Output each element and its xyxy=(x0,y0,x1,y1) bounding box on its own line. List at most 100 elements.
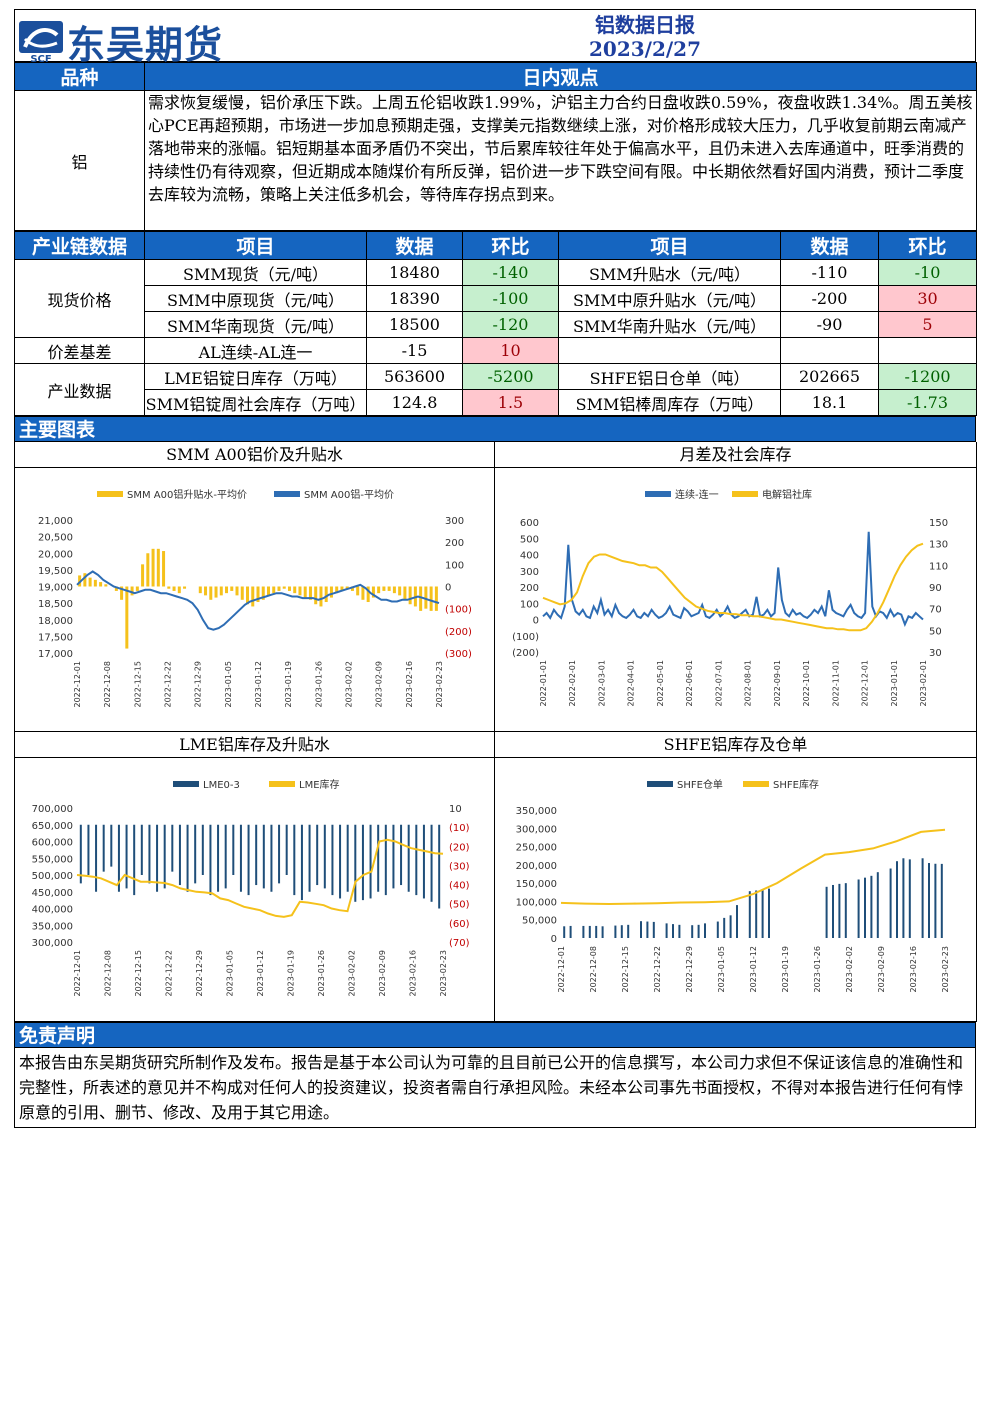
bar xyxy=(262,824,265,889)
y-tick-label: 350,000 xyxy=(516,806,557,817)
y-tick-label: 50,000 xyxy=(522,916,557,927)
bar xyxy=(135,586,139,591)
chain-change: -10 xyxy=(878,259,977,286)
bar xyxy=(377,586,381,594)
chain-change: 10 xyxy=(462,337,559,364)
chart-title: SMM A00铝价及升贴水 xyxy=(15,442,494,468)
legend-label: 连续-连一 xyxy=(675,488,719,501)
bar xyxy=(232,824,235,875)
bar xyxy=(148,824,151,884)
y2-tick-label: 150 xyxy=(929,518,948,529)
chain-header-5: 数据 xyxy=(780,231,879,260)
chain-header-2: 数据 xyxy=(366,231,463,260)
bar xyxy=(331,824,334,896)
x-tick-label: 2022-12-15 xyxy=(133,661,142,708)
x-tick-label: 2023-01-05 xyxy=(224,661,233,708)
bar xyxy=(277,586,281,591)
x-tick-label: 2023-01-26 xyxy=(317,950,326,997)
variety-header: 品种 xyxy=(14,62,145,91)
chain-change: -140 xyxy=(462,259,559,286)
x-tick-label: 2023-01-19 xyxy=(781,946,790,993)
bar xyxy=(408,586,412,605)
x-tick-label: 2022-03-01 xyxy=(597,660,606,707)
bar xyxy=(640,921,642,938)
report-page: SCF 东吴期货 铝数据日报 2023/2/27 品种 日内观点 铝 需求恢复缓… xyxy=(14,9,977,1128)
bar xyxy=(314,586,318,605)
y2-tick-label: 50 xyxy=(929,626,942,637)
bar xyxy=(361,586,365,600)
bar xyxy=(83,573,87,587)
chain-row: SMM华南现货（元/吨） 18500 -120 SMM华南升贴水（元/吨） -90 5 xyxy=(15,311,977,338)
legend-label: SHFE仓单 xyxy=(677,778,723,791)
chain-value xyxy=(780,337,879,364)
x-tick-label: 2023-02-23 xyxy=(941,946,950,993)
y2-tick-label: (20) xyxy=(449,842,470,853)
chain-change: -120 xyxy=(462,311,559,338)
bar xyxy=(163,824,166,889)
bar xyxy=(308,586,312,600)
y-tick-label: 300,000 xyxy=(32,938,73,949)
chart-spread-stock: 月差及社会库存 连续-连一 电解铝社库 600 500 400 300 200 100 0 (10… xyxy=(495,442,977,732)
bar xyxy=(224,824,227,889)
bar xyxy=(308,824,311,892)
chart-smm-a00-svg: SMM A00铝升贴水-平均价 SMM A00铝-平均价 21,000 20,500 2… xyxy=(38,488,472,708)
y-tick-label: 19,500 xyxy=(38,566,73,577)
x-tick-label: 2022-11-01 xyxy=(831,660,840,707)
chart-shfe-svg: SHFE仓单 SHFE库存 350,000 300,000 250,000 200,000… xyxy=(516,778,950,993)
bar xyxy=(921,858,924,938)
bar xyxy=(114,586,118,591)
x-tick-label: 2022-12-01 xyxy=(73,950,82,997)
y-tick-label: 17,000 xyxy=(38,649,73,660)
bar xyxy=(424,586,428,609)
bar xyxy=(646,921,649,938)
bar xyxy=(665,923,668,938)
y-tick-label: 17,500 xyxy=(38,632,73,643)
y2-tick-label: (100) xyxy=(445,605,472,616)
chain-item: SMM华南现货（元/吨） xyxy=(144,311,367,338)
series-line xyxy=(542,531,924,628)
bar xyxy=(857,879,860,938)
y-tick-label: 600 xyxy=(520,518,539,529)
x-tick-label: 2022-01-01 xyxy=(539,660,548,707)
x-tick-label: 2023-01-26 xyxy=(813,946,822,993)
bar xyxy=(303,586,307,598)
bar xyxy=(79,824,82,884)
y-tick-label: 550,000 xyxy=(32,854,73,865)
chain-value: 18390 xyxy=(366,285,463,312)
series-line xyxy=(76,838,444,918)
bar xyxy=(270,824,273,892)
bar xyxy=(130,586,134,596)
chain-header-4: 项目 xyxy=(558,231,781,260)
bar xyxy=(261,586,265,600)
chain-item: SMM中原升贴水（元/吨） xyxy=(558,285,781,312)
bar xyxy=(940,863,943,938)
chart-lme-svg: LME0-3 LME库存 700,000 650,000 600,000 550,000 5… xyxy=(32,778,470,997)
legend-swatch xyxy=(173,781,199,787)
bar xyxy=(117,824,120,892)
x-tick-label: 2022-05-01 xyxy=(656,660,665,707)
y-tick-label: 19,000 xyxy=(38,583,73,594)
bar xyxy=(87,824,90,875)
chain-value: 18500 xyxy=(366,311,463,338)
bar xyxy=(219,586,223,596)
bar xyxy=(838,883,841,938)
x-tick-label: 2022-08-01 xyxy=(744,660,753,707)
legend-swatch xyxy=(743,781,769,787)
bar xyxy=(387,586,391,591)
y-tick-label: 600,000 xyxy=(32,838,73,849)
bar xyxy=(434,586,438,611)
chain-row: 产业数据 LME铝锭日库存（万吨） 563600 -5200 SHFE铝日仓单（吨） 20… xyxy=(14,363,977,416)
bar xyxy=(140,824,143,875)
bar xyxy=(151,548,155,587)
bar xyxy=(177,586,181,594)
x-tick-label: 2022-12-29 xyxy=(195,950,204,997)
bar xyxy=(902,858,905,938)
bar xyxy=(178,824,181,886)
bar xyxy=(225,586,229,594)
bar xyxy=(239,824,242,892)
bar xyxy=(319,586,323,607)
bar xyxy=(120,586,124,600)
bar xyxy=(339,824,342,899)
y2-tick-label: 30 xyxy=(929,648,942,659)
x-tick-label: 2023-02-02 xyxy=(845,946,854,993)
